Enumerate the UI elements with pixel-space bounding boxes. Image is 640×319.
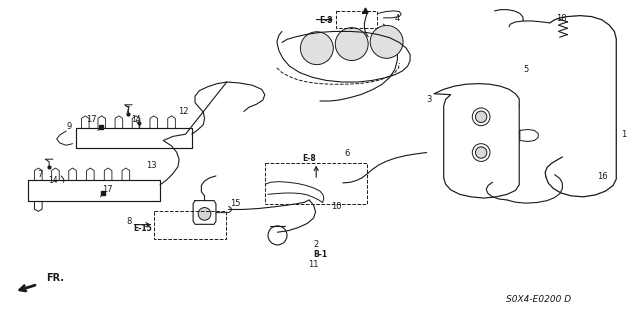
Text: 12: 12 [179,107,189,116]
Text: 3: 3 [427,95,432,104]
Text: 14: 14 [48,176,58,185]
Text: 8: 8 [127,217,132,226]
Text: B-1: B-1 [314,250,328,259]
Text: 7: 7 [125,106,130,115]
Circle shape [335,28,368,61]
Text: 15: 15 [230,199,241,208]
Circle shape [476,147,487,158]
Bar [154,211,226,239]
Bar [336,11,377,28]
Text: 18: 18 [556,14,566,23]
Text: 9: 9 [66,122,71,131]
Circle shape [476,111,487,122]
Text: 1: 1 [621,130,627,139]
Circle shape [198,208,211,220]
Text: S0X4-E0200 D: S0X4-E0200 D [506,295,572,304]
Text: E-8: E-8 [303,154,316,163]
Text: 2: 2 [314,241,319,249]
Text: 6: 6 [344,149,349,158]
Text: 16: 16 [596,172,607,182]
Bar [266,163,367,204]
Text: FR.: FR. [46,273,64,283]
Text: 10: 10 [332,202,342,211]
Text: E-15: E-15 [133,224,152,233]
Text: 17: 17 [102,185,113,194]
Text: 11: 11 [308,260,319,269]
Text: 17: 17 [86,115,97,124]
Circle shape [370,26,403,58]
Text: 14: 14 [131,115,141,124]
Text: 4: 4 [395,14,400,23]
Text: 13: 13 [147,161,157,170]
Text: 5: 5 [523,65,528,74]
Text: E-3: E-3 [319,17,333,26]
Text: 7: 7 [37,170,43,179]
Circle shape [300,32,333,65]
